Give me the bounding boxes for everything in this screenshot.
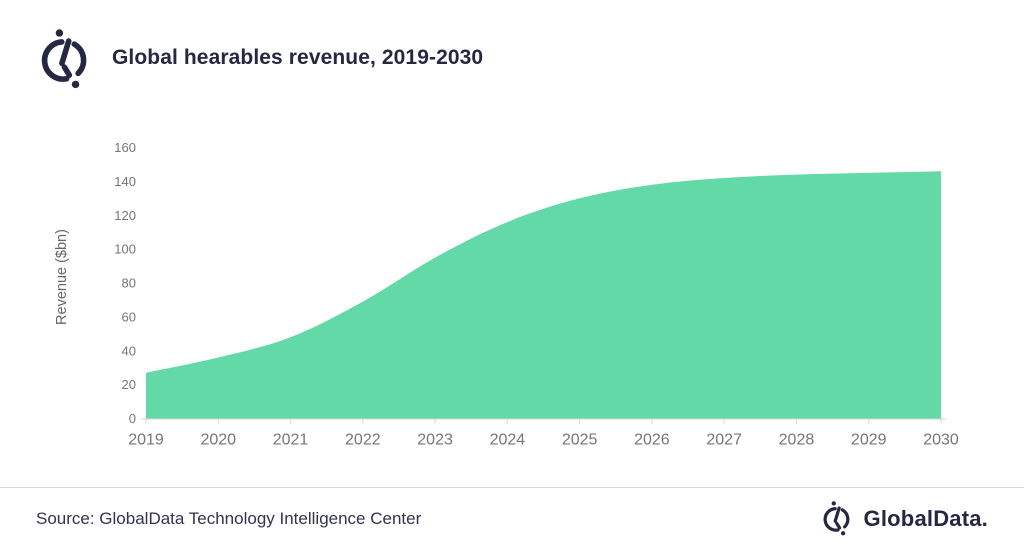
revenue-area-series: [146, 171, 941, 419]
y-axis-tick-label: 40: [122, 343, 136, 358]
x-axis-tick-label: 2020: [200, 432, 236, 449]
y-axis-tick-label: 140: [114, 174, 136, 189]
y-axis-tick-label: 120: [114, 208, 136, 223]
y-axis-tick-label: 20: [122, 377, 136, 392]
y-axis-tick-label: 100: [114, 242, 136, 257]
x-axis-tick-label: 2027: [706, 432, 742, 449]
y-axis-title: Revenue ($bn): [54, 229, 70, 325]
x-axis-tick-label: 2022: [345, 432, 381, 449]
x-axis-tick-label: 2030: [923, 432, 959, 449]
y-axis-tick-label: 60: [122, 309, 136, 324]
brand-wordmark: GlobalData.: [863, 505, 988, 531]
x-axis-tick-label: 2019: [128, 432, 164, 449]
x-axis-tick-label: 2025: [562, 432, 598, 449]
x-axis-tick-label: 2026: [634, 432, 670, 449]
header: Global hearables revenue, 2019-2030: [0, 0, 1024, 100]
source-attribution: Source: GlobalData Technology Intelligen…: [36, 508, 422, 528]
page-title: Global hearables revenue, 2019-2030: [112, 46, 484, 69]
x-axis-tick-label: 2028: [779, 432, 815, 449]
x-axis-tick-label: 2024: [490, 432, 526, 449]
y-axis-tick-label: 0: [129, 411, 136, 426]
globaldata-logo-icon: [823, 501, 849, 536]
globaldata-logo-icon: [41, 29, 87, 89]
y-axis-tick-label: 80: [122, 276, 136, 291]
x-axis-tick-label: 2029: [851, 432, 887, 449]
revenue-area-chart: 0 20 40 60 80 100 120 140 160 2019 2020 2021 2022 202…: [54, 140, 959, 449]
y-axis-tick-label: 160: [114, 140, 136, 155]
chart-canvas: 0 20 40 60 80 100 120 140 160 2019 2020 2021 2022 202…: [54, 140, 959, 449]
x-axis-tick-label: 2021: [273, 432, 309, 449]
footer-brand: GlobalData.: [819, 500, 988, 537]
x-axis-tick-label: 2023: [417, 432, 453, 449]
footer: Source: GlobalData Technology Intelligen…: [0, 487, 1024, 549]
